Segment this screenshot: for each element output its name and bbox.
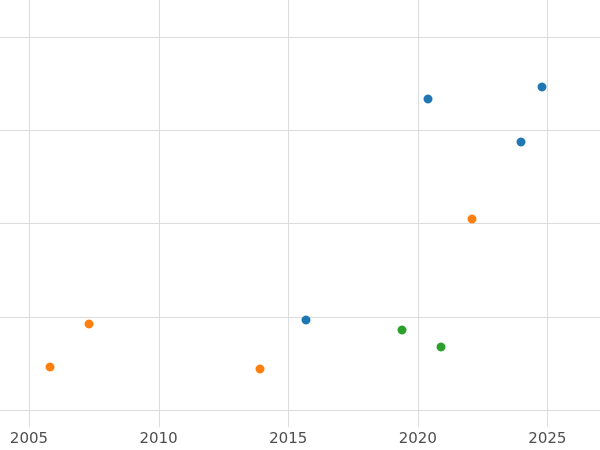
plot-area bbox=[0, 0, 600, 427]
x-axis: 2005 2010 2015 2020 2025 bbox=[0, 427, 600, 450]
data-point-blue-series bbox=[301, 315, 311, 325]
gridline-horizontal bbox=[0, 130, 600, 131]
data-point-orange-series bbox=[84, 319, 94, 329]
gridline-horizontal bbox=[0, 316, 600, 318]
data-point-orange-series bbox=[255, 364, 265, 374]
gridline-vertical bbox=[29, 0, 31, 427]
data-point-blue-series bbox=[423, 94, 433, 104]
gridline-horizontal bbox=[0, 223, 600, 225]
data-point-green-series bbox=[436, 342, 446, 352]
gridline-vertical bbox=[417, 0, 419, 427]
data-point-blue-series bbox=[516, 137, 526, 147]
x-tick-label: 2015 bbox=[269, 429, 308, 447]
gridline-vertical bbox=[547, 0, 549, 427]
gridline-horizontal bbox=[0, 410, 600, 412]
x-tick-label: 2005 bbox=[9, 429, 49, 447]
x-tick-label: 2010 bbox=[139, 429, 178, 447]
x-tick-label: 2020 bbox=[398, 429, 437, 447]
data-point-orange-series bbox=[467, 214, 477, 224]
x-tick-label: 2025 bbox=[528, 429, 567, 447]
data-point-orange-series bbox=[45, 362, 55, 372]
data-point-green-series bbox=[397, 325, 407, 335]
gridline-horizontal bbox=[0, 36, 600, 38]
gridline-vertical bbox=[288, 0, 290, 427]
data-point-blue-series bbox=[537, 82, 547, 92]
gridline-vertical bbox=[158, 0, 160, 427]
